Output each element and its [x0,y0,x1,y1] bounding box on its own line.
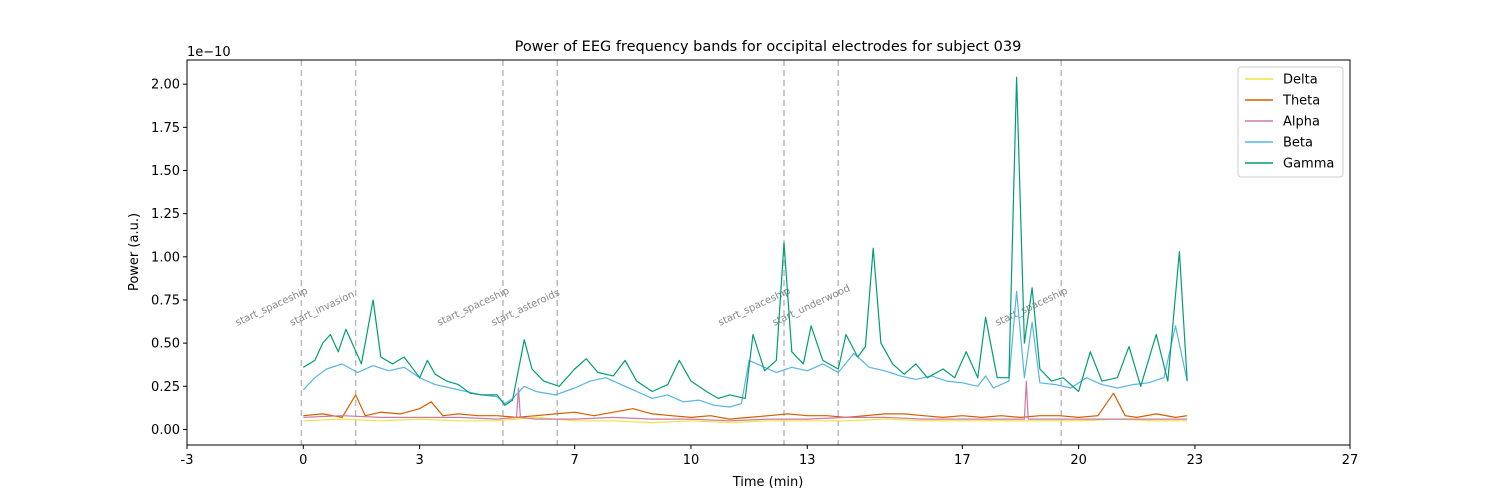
y-axis: 0.00 0.25 0.50 0.75 1.00 1.25 1.50 1.75 2.00 [151,78,187,438]
y-tick-label: 0.50 [151,337,180,352]
series-line-gamma [302,76,1188,406]
y-tick-label: 1.00 [151,250,180,265]
x-tick-label: 23 [1187,453,1204,468]
legend-label: Theta [1282,94,1320,109]
x-axis-label: Time (min) [732,475,804,490]
y-tick-label: 1.75 [151,121,180,136]
legend-label: Alpha [1283,115,1320,130]
legend-label: Beta [1283,136,1313,151]
y-tick-label: 0.75 [151,293,180,308]
x-tick-label: 20 [1070,453,1087,468]
y-tick-label: 1.25 [151,207,180,222]
y-tick-label: 2.00 [151,78,180,93]
x-tick-label: -3 [181,453,194,468]
series-line-delta [303,416,1188,424]
y-axis-label: Power (a.u.) [127,213,142,291]
plot-area-frame [186,59,1351,446]
y-offset-label: 1e−10 [187,45,231,60]
y-tick-label: 0.25 [151,380,180,395]
x-tick-label: 7 [571,453,579,468]
chart-title: Power of EEG frequency bands for occipit… [515,39,1022,55]
x-axis: -3 0 3 7 10 13 17 20 23 27 [181,445,1359,468]
series-line-alpha [303,380,1188,422]
x-tick-label: 27 [1342,453,1359,468]
y-tick-label: 0.00 [151,423,180,438]
x-tick-label: 10 [683,453,700,468]
series-lines [302,76,1188,424]
series-line-theta [303,392,1188,420]
x-tick-label: 17 [954,453,971,468]
y-tick-label: 1.50 [151,164,180,179]
legend: Delta Theta Alpha Beta Gamma [1237,66,1344,178]
x-tick-label: 3 [415,453,423,468]
x-tick-label: 13 [799,453,816,468]
legend-label: Gamma [1283,157,1334,172]
legend-box [1237,66,1344,178]
series-line-beta [302,290,1188,408]
x-tick-label: 0 [299,453,307,468]
legend-label: Delta [1283,73,1318,88]
